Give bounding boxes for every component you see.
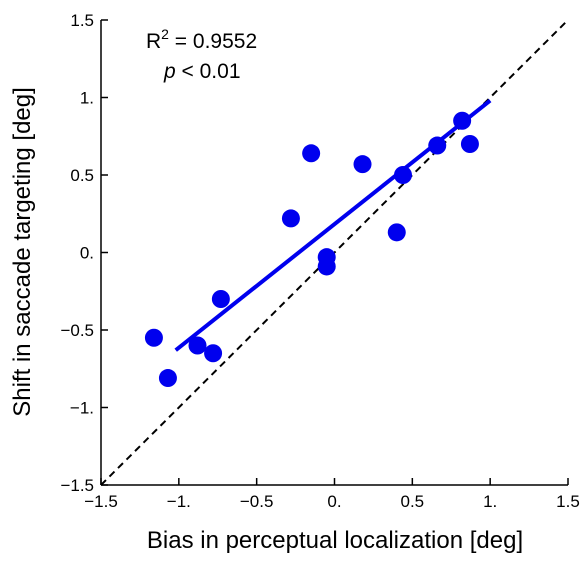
data-point [144, 328, 163, 347]
y-tick-label: −1.5 [60, 476, 94, 495]
y-tick-label: 1.5 [70, 11, 94, 30]
y-tick-label: 1. [80, 89, 94, 108]
identity-line [100, 19, 569, 486]
regression-line [174, 99, 492, 352]
x-tick-label: −0.5 [240, 492, 274, 511]
p-value-annotation: p < 0.01 [163, 60, 241, 83]
y-tick-label: −1. [70, 399, 94, 418]
axes: −1.5 −1. −0.5 0. 0.5 1. 1.5 −1.5 −1. −0.5 0. 0.5 1. 1… [60, 11, 579, 511]
data-point [428, 136, 447, 155]
y-tick-label: 0.5 [70, 166, 94, 185]
x-tick-label: 0.5 [401, 492, 425, 511]
x-tick-label: −1.5 [84, 492, 118, 511]
data-point [204, 344, 223, 363]
data-point [393, 166, 412, 184]
data-point [158, 369, 177, 388]
data-point [211, 290, 230, 308]
r2-superscript: 2 [161, 26, 169, 42]
y-tick-label: 0. [80, 244, 94, 263]
data-point [353, 155, 372, 174]
data-point [188, 336, 207, 355]
plot-area [100, 19, 569, 486]
x-tick-label: 0. [327, 492, 341, 511]
y-axis-label: Shift in saccade targeting [deg] [9, 87, 36, 417]
data-point [281, 209, 300, 228]
data-point [317, 257, 336, 276]
data-point [460, 135, 479, 153]
data-point [302, 144, 321, 163]
x-tick-label: 1.5 [556, 492, 580, 511]
data-point [387, 223, 406, 242]
x-axis-label: Bias in perceptual localization [deg] [147, 527, 523, 554]
r2-annotation: R2 = 0.9552 [146, 26, 257, 53]
x-tick-label: −1. [167, 492, 191, 511]
y-tick-label: −0.5 [60, 321, 94, 340]
data-point [453, 111, 472, 130]
x-tick-label: 1. [483, 492, 497, 511]
